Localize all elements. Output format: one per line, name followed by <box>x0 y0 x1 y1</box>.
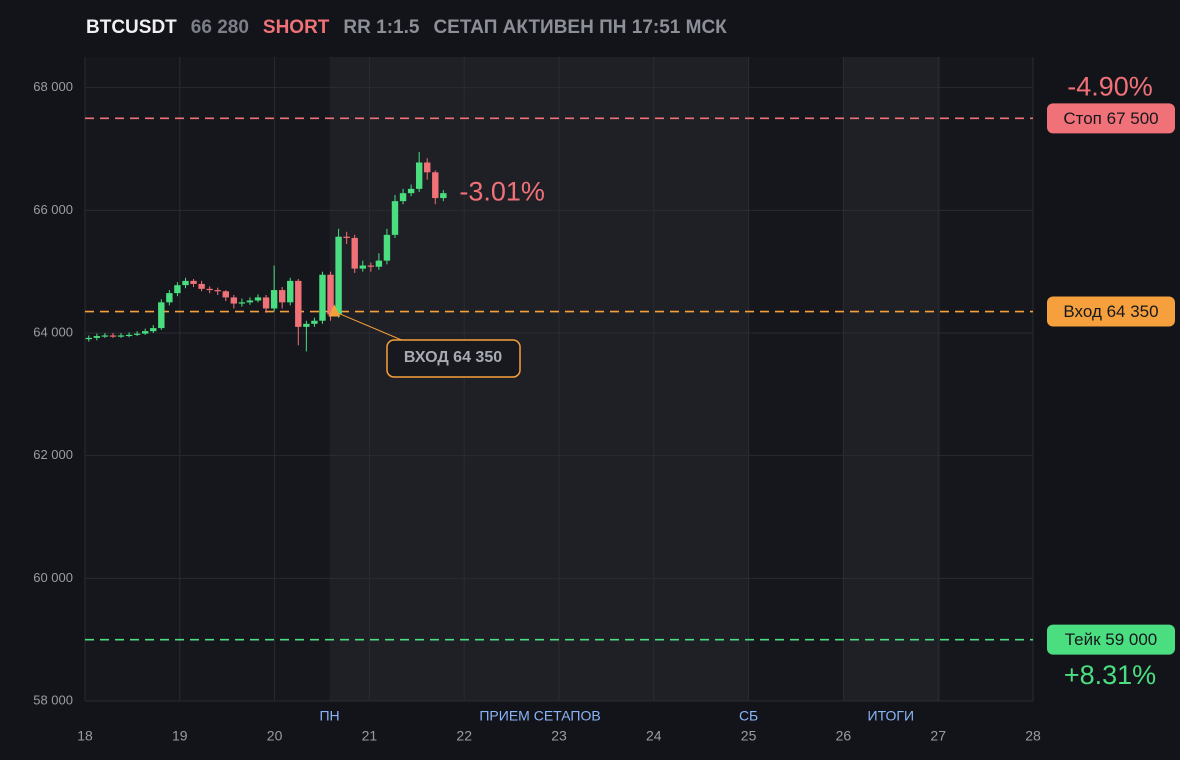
level-tag <box>1047 103 1175 134</box>
candle-body <box>85 337 92 340</box>
level-tag <box>1047 624 1175 655</box>
level-label: Стоп 67 500 <box>1063 109 1158 128</box>
candle-body <box>327 274 334 315</box>
candle-body <box>351 237 358 269</box>
status: СЕТАП АКТИВЕН ПН 17:51 МСК <box>433 17 727 38</box>
y-tick-label: 62 000 <box>33 447 73 462</box>
x-tick-label: 18 <box>77 728 93 744</box>
candle-body <box>440 193 447 199</box>
session-shade <box>843 57 941 701</box>
candle-body <box>198 283 205 289</box>
candle-body <box>391 201 399 235</box>
candle-body <box>158 302 165 329</box>
candle-body <box>270 290 278 309</box>
candle-body <box>238 302 246 304</box>
candle-body <box>125 334 133 337</box>
risk-reward: RR 1:1.5 <box>343 17 419 38</box>
candle-body <box>399 193 407 202</box>
level-tag <box>1047 296 1175 327</box>
y-tick-label: 60 000 <box>33 570 73 585</box>
candle-body <box>367 265 375 267</box>
last-change: -3.01% <box>459 176 545 206</box>
callout-box <box>386 339 521 378</box>
symbol: BTCUSDT <box>86 17 177 38</box>
candle-body <box>295 280 302 327</box>
candle-body <box>319 274 326 321</box>
x-tick-label: 22 <box>456 728 472 744</box>
callout-line <box>334 311 405 342</box>
y-tick-label: 64 000 <box>33 324 73 339</box>
x-tick-label: 24 <box>646 728 662 744</box>
candle-body <box>190 280 197 284</box>
candle-body <box>415 162 423 189</box>
candle-body <box>375 260 383 267</box>
price: 66 280 <box>191 17 249 38</box>
candle-body <box>230 297 238 304</box>
session-label: ПН <box>319 708 339 724</box>
y-tick-label: 58 000 <box>33 692 73 707</box>
x-tick-label: 20 <box>267 728 283 744</box>
level-percent: -4.90% <box>1067 71 1153 101</box>
candle-body <box>432 172 439 199</box>
candle-body <box>359 265 366 269</box>
level-percent: +8.31% <box>1064 660 1156 690</box>
session-label: СБ <box>739 708 758 724</box>
candle-body <box>311 320 318 324</box>
candle-body <box>407 188 415 194</box>
x-tick-label: 28 <box>1025 728 1041 744</box>
y-tick-label: 68 000 <box>33 79 73 94</box>
candle-body <box>174 285 181 294</box>
x-tick-label: 27 <box>930 728 946 744</box>
callout-label: ВХОД 64 350 <box>404 349 502 366</box>
x-tick-label: 23 <box>551 728 567 744</box>
y-tick-label: 66 000 <box>33 202 73 217</box>
candle-body <box>424 162 431 173</box>
candle-body <box>383 234 391 261</box>
candle-body <box>214 290 221 292</box>
candle-body <box>335 236 342 315</box>
level-label: Тейк 59 000 <box>1065 630 1158 649</box>
x-tick-label: 26 <box>836 728 852 744</box>
candle-body <box>182 280 189 286</box>
candle-body <box>303 323 310 327</box>
candle-body <box>278 290 286 303</box>
x-tick-label: 21 <box>362 728 378 744</box>
candle-body <box>343 236 350 238</box>
session-label: ПРИЕМ СЕТАПОВ <box>479 708 600 724</box>
candle-body <box>117 335 125 337</box>
level-label: Вход 64 350 <box>1063 302 1158 321</box>
candle-body <box>166 293 173 303</box>
header: BTCUSDT 66 280 SHORT RR 1:1.5 СЕТАП АКТИ… <box>86 17 727 38</box>
candle-body <box>101 335 109 337</box>
candle-body <box>222 291 229 298</box>
candle-body <box>150 328 157 332</box>
candle-body <box>254 297 262 301</box>
candle-body <box>133 333 141 335</box>
x-tick-label: 25 <box>741 728 757 744</box>
candle-body <box>109 335 117 337</box>
x-tick-label: 19 <box>172 728 188 744</box>
entry-marker <box>328 304 341 317</box>
candle-body <box>287 280 294 303</box>
candle-body <box>93 336 101 338</box>
session-shade <box>329 57 749 701</box>
candle-body <box>246 300 254 303</box>
session-label: ИТОГИ <box>868 708 915 724</box>
side: SHORT <box>263 17 330 38</box>
candle-body <box>206 288 213 291</box>
candle-body <box>141 331 149 334</box>
candle-body <box>262 297 270 309</box>
